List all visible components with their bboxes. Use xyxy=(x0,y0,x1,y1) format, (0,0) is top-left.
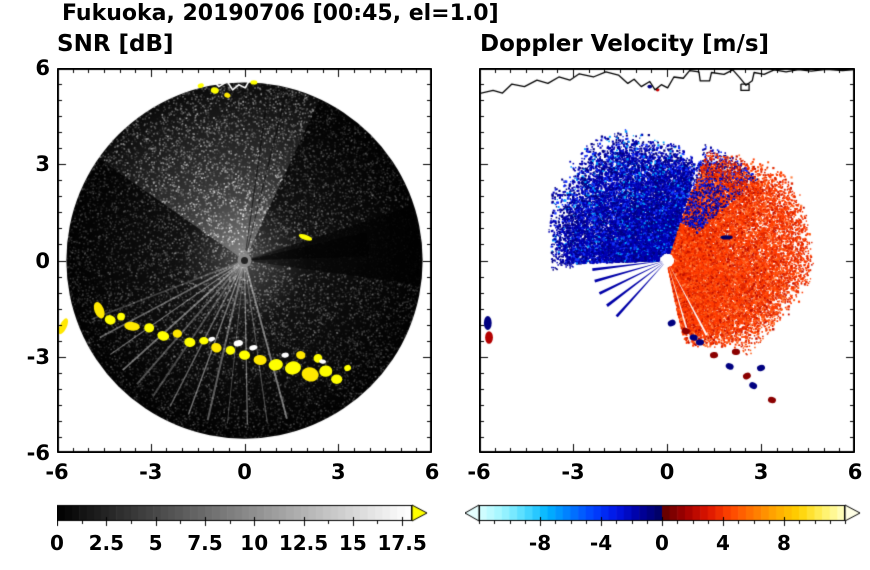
doppler-ppi-image xyxy=(479,68,855,453)
doppler-panel-title: Doppler Velocity [m/s] xyxy=(480,31,770,57)
doppler-colorbar-tick-label: 0 xyxy=(655,531,669,555)
doppler-colorbar-tick-label: 8 xyxy=(777,531,791,555)
snr-colorbar-tick-label: 12.5 xyxy=(278,531,329,555)
snr-colorbar-tick-label: 7.5 xyxy=(187,531,223,555)
snr-ppi-image xyxy=(57,68,432,453)
x-axis-tick-label: -3 xyxy=(139,460,163,484)
doppler-colorbar xyxy=(465,504,861,528)
x-axis-tick-label: 3 xyxy=(753,460,769,484)
snr-colorbar-tick-label: 15 xyxy=(338,531,367,555)
snr-colorbar-tick-label: 5 xyxy=(148,531,163,555)
figure-title: Fukuoka, 20190706 [00:45, el=1.0] xyxy=(62,1,499,26)
x-axis-tick-label: 3 xyxy=(330,460,346,484)
x-axis-tick-label: -6 xyxy=(467,460,491,484)
snr-colorbar-tick-label: 17.5 xyxy=(377,531,427,555)
y-axis-tick-label: -6 xyxy=(26,441,50,465)
x-axis-tick-label: 6 xyxy=(847,460,863,484)
doppler-colorbar-tick-label: -8 xyxy=(528,531,552,555)
snr-panel-title: SNR [dB] xyxy=(57,31,174,57)
doppler-colorbar-tick-label: 4 xyxy=(716,531,730,555)
x-axis-tick-label: 0 xyxy=(659,460,675,484)
y-axis-tick-label: 6 xyxy=(35,56,50,80)
x-axis-tick-label: -3 xyxy=(561,460,585,484)
doppler-colorbar-tick-label: -4 xyxy=(589,531,613,555)
x-axis-tick-label: -6 xyxy=(45,460,69,484)
snr-colorbar-tick-label: 2.5 xyxy=(88,531,125,555)
y-axis-tick-label: -3 xyxy=(26,344,50,369)
snr-colorbar-tick-label: 10 xyxy=(240,531,269,555)
snr-colorbar xyxy=(57,504,430,528)
snr-colorbar-tick-label: 0 xyxy=(50,531,64,555)
x-axis-tick-label: 0 xyxy=(237,460,252,484)
y-axis-tick-label: 0 xyxy=(35,248,50,273)
y-axis-tick-label: 3 xyxy=(35,152,50,177)
x-axis-tick-label: 6 xyxy=(424,460,440,484)
